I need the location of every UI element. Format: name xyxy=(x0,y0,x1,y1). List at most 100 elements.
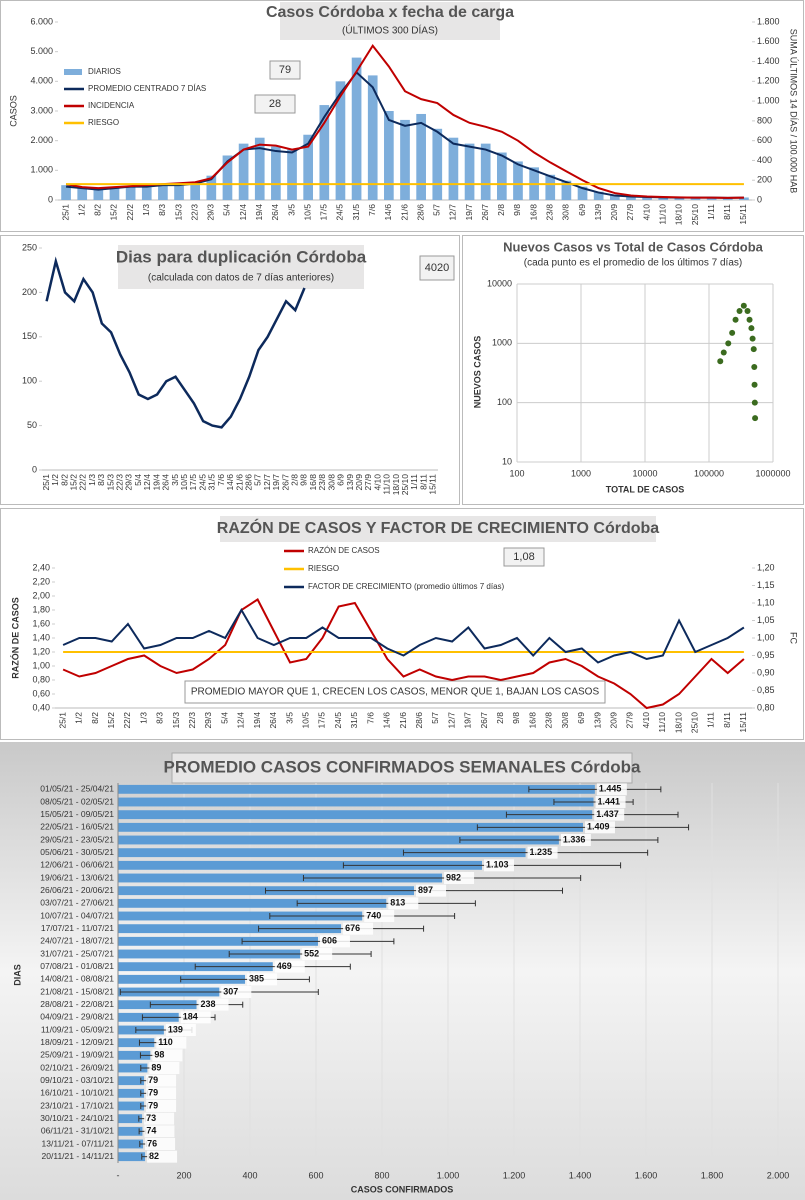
x-tick-label: 5/7 xyxy=(430,712,440,724)
bar xyxy=(222,155,233,200)
y-tick-label: 1,00 xyxy=(32,660,50,670)
legend-label: RIESGO xyxy=(88,118,119,127)
point xyxy=(751,399,758,406)
bar xyxy=(118,898,387,908)
x-tick-label: 15/3 xyxy=(173,204,183,221)
x-tick-label: 15/2 xyxy=(106,712,116,729)
y-tick-label: 24/07/21 - 18/07/21 xyxy=(40,936,114,946)
x-tick-label: 100000 xyxy=(694,468,724,478)
annotation: 79 xyxy=(279,64,291,76)
x-tick-label: 1/3 xyxy=(138,712,148,724)
bar xyxy=(118,1101,145,1111)
x-tick-label: 7/6 xyxy=(365,712,375,724)
bar xyxy=(626,196,636,200)
x-tick-label: 26/4 xyxy=(268,712,278,729)
y-tick-label: 2,40 xyxy=(32,562,50,572)
x-tick-label: 1.800 xyxy=(701,1170,724,1180)
data-label: 1.103 xyxy=(486,860,509,870)
data-label: 79 xyxy=(148,1088,158,1098)
x-tick-label: 5/4 xyxy=(222,204,232,216)
x-tick-label: 1.600 xyxy=(635,1170,658,1180)
bar xyxy=(118,860,482,870)
x-tick-label: 31/5 xyxy=(351,204,361,221)
y2-tick-label: 1.000 xyxy=(757,95,780,105)
data-label: 76 xyxy=(147,1138,157,1148)
x-tick-label: 100 xyxy=(509,468,524,478)
data-label-box xyxy=(274,960,305,973)
annotation: 1,08 xyxy=(513,551,534,563)
chart-title: PROMEDIO CASOS CONFIRMADOS SEMANALES Cór… xyxy=(164,757,642,776)
x-tick-label: 16/8 xyxy=(528,204,538,221)
x-tick-label: 17/5 xyxy=(319,204,329,221)
y-tick-label: 04/09/21 - 29/08/21 xyxy=(40,1012,114,1022)
data-label: 139 xyxy=(168,1024,183,1034)
x-tick-label: 13/9 xyxy=(345,474,355,491)
x-tick-label: 19/4 xyxy=(254,204,264,221)
bar xyxy=(674,197,685,200)
x-tick-label: 25/10 xyxy=(690,712,700,734)
data-label: 184 xyxy=(183,1012,198,1022)
bar xyxy=(118,784,595,794)
y2-tick-label: 0,95 xyxy=(757,650,775,660)
x-tick-label: 20/9 xyxy=(608,712,618,729)
y-tick-label: 30/10/21 - 24/10/21 xyxy=(40,1113,114,1123)
x-tick-label: 30/8 xyxy=(326,474,336,491)
x-tick-label: 23/8 xyxy=(317,474,327,491)
x-tick-label: 1000000 xyxy=(755,468,790,478)
point xyxy=(751,381,758,388)
bar xyxy=(118,1088,145,1098)
x-tick-label: 27/9 xyxy=(625,204,635,221)
y-tick-label: 2,00 xyxy=(32,590,50,600)
x-tick-label: 7/6 xyxy=(367,204,377,216)
x-tick-label: 25/10 xyxy=(690,204,700,226)
bar xyxy=(61,185,71,200)
bar xyxy=(118,873,443,883)
annotation: PROMEDIO MAYOR QUE 1, CRECEN LOS CASOS, … xyxy=(191,687,600,698)
data-label: 606 xyxy=(322,936,337,946)
x-tick-label: 15/11 xyxy=(428,474,438,495)
data-label-box xyxy=(319,935,350,948)
data-label-box xyxy=(560,834,591,846)
x-tick-label: 8/11 xyxy=(418,474,428,490)
x-tick-label: 28/6 xyxy=(243,474,253,491)
x-tick-label: 16/8 xyxy=(308,474,318,491)
bar xyxy=(287,149,297,200)
x-tick-label: 10000 xyxy=(632,468,657,478)
bar xyxy=(480,143,491,200)
legend-label: RIESGO xyxy=(308,564,339,573)
x-tick-label: 15/3 xyxy=(171,712,181,729)
x-tick-label: 22/2 xyxy=(122,712,132,729)
y-tick-label: 0,60 xyxy=(32,688,50,698)
y2-tick-label: 1,10 xyxy=(757,597,775,607)
y2-axis-label: SUMA ÚLTIMOS 14 DÍAS / 100.000 HAB xyxy=(789,29,799,193)
data-label-box xyxy=(149,1062,180,1074)
bar xyxy=(303,134,314,200)
title-box xyxy=(220,516,656,542)
legend-swatch xyxy=(64,69,82,75)
point xyxy=(736,308,743,315)
y-tick-label: 15/05/21 - 09/05/21 xyxy=(40,809,114,819)
bar xyxy=(464,143,475,200)
data-label-box xyxy=(594,808,625,821)
bar xyxy=(118,797,594,807)
data-label-box xyxy=(527,846,558,859)
bar xyxy=(658,197,669,200)
bar xyxy=(158,183,168,200)
data-label-box xyxy=(146,1074,177,1087)
data-label: 98 xyxy=(154,1050,164,1060)
y-tick-label: 3.000 xyxy=(30,105,53,115)
data-label: 1.441 xyxy=(598,796,621,806)
legend-bg xyxy=(280,544,430,558)
y-tick-label: 31/07/21 - 25/07/21 xyxy=(40,948,114,958)
chart-title: Casos Córdoba x fecha de carga xyxy=(266,4,514,21)
bar xyxy=(400,119,410,200)
x-tick-label: 24/5 xyxy=(335,204,345,221)
bar xyxy=(545,174,556,200)
x-tick-label: 15/3 xyxy=(105,474,115,491)
x-tick-label: 5/4 xyxy=(219,712,229,724)
y-axis-label: DIAS xyxy=(12,964,22,986)
x-tick-label: 21/6 xyxy=(399,204,409,221)
y-tick-label: 13/11/21 - 07/11/21 xyxy=(42,1138,115,1148)
bar xyxy=(593,191,604,200)
x-tick-label: 28/6 xyxy=(415,204,425,221)
